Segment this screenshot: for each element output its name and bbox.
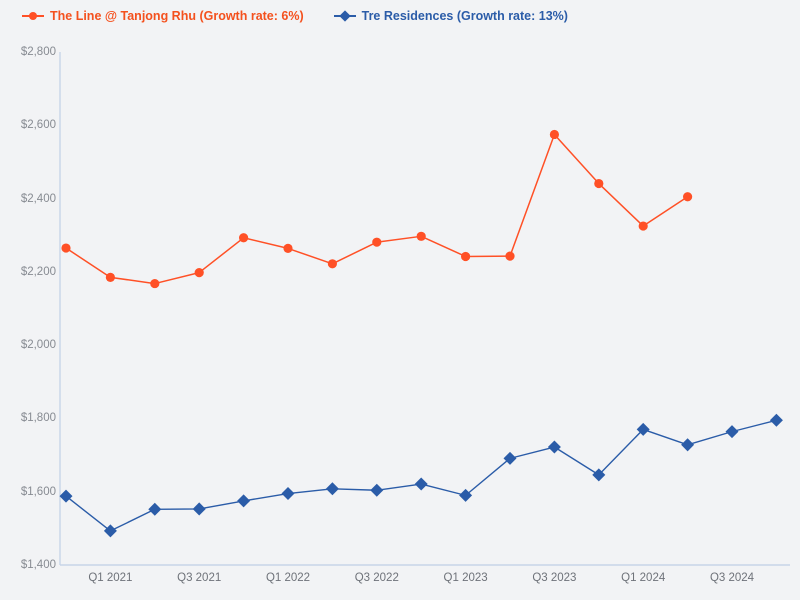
data-point-marker[interactable] bbox=[414, 477, 428, 491]
x-tick-label: Q3 2023 bbox=[532, 572, 577, 584]
data-point-marker[interactable] bbox=[503, 451, 517, 465]
data-point-marker[interactable] bbox=[505, 251, 515, 261]
data-series-group bbox=[59, 129, 783, 538]
data-point-marker[interactable] bbox=[461, 251, 471, 262]
x-tick-label: Q3 2021 bbox=[177, 572, 222, 584]
data-point-marker[interactable] bbox=[370, 483, 384, 497]
data-point-marker[interactable] bbox=[725, 425, 739, 439]
diamond-marker-icon bbox=[333, 10, 356, 22]
data-point-marker[interactable] bbox=[327, 259, 337, 269]
x-tick-label: Q1 2023 bbox=[443, 572, 488, 584]
data-point-marker[interactable] bbox=[636, 422, 650, 436]
y-tick-label: $1,800 bbox=[20, 412, 56, 425]
y-tick-label: $1,400 bbox=[20, 559, 56, 571]
circle-marker-icon bbox=[22, 10, 44, 22]
data-point-marker[interactable] bbox=[103, 524, 117, 538]
legend-item-label: Tre Residences (Growth rate: 13%) bbox=[361, 8, 568, 23]
y-tick-label: $2,400 bbox=[20, 192, 56, 205]
axes bbox=[59, 52, 790, 566]
data-point-marker[interactable] bbox=[150, 278, 160, 289]
data-point-marker[interactable] bbox=[239, 233, 249, 243]
data-point-marker[interactable] bbox=[59, 489, 73, 503]
data-point-marker[interactable] bbox=[372, 237, 382, 247]
x-tick-label: Q1 2021 bbox=[88, 572, 133, 584]
data-point-marker[interactable] bbox=[148, 502, 162, 516]
data-point-marker[interactable] bbox=[683, 192, 693, 202]
x-tick-label: Q1 2024 bbox=[621, 572, 666, 584]
data-point-marker[interactable] bbox=[192, 502, 206, 516]
y-tick-label: $2,600 bbox=[20, 119, 56, 132]
y-tick-label: $1,600 bbox=[20, 485, 56, 498]
data-point-marker[interactable] bbox=[594, 178, 604, 189]
data-point-marker[interactable] bbox=[416, 231, 426, 241]
series-line-2 bbox=[65, 419, 777, 532]
data-point-marker[interactable] bbox=[105, 272, 115, 282]
data-point-marker[interactable] bbox=[237, 494, 251, 508]
data-point-marker[interactable] bbox=[681, 438, 695, 452]
x-tick-label: Q3 2022 bbox=[354, 572, 399, 584]
series-line-1 bbox=[65, 133, 689, 285]
y-tick-label: $2,000 bbox=[20, 339, 56, 352]
legend-item-the-line-at-tanjong-rhu[interactable]: The Line @ Tanjong Rhu (Growth rate: 6%) bbox=[22, 10, 304, 23]
x-tick-label: Q1 2022 bbox=[265, 572, 311, 584]
chart-legend: The Line @ Tanjong Rhu (Growth rate: 6%)… bbox=[0, 0, 800, 32]
data-point-marker[interactable] bbox=[547, 440, 561, 454]
data-point-marker[interactable] bbox=[61, 243, 71, 253]
data-point-marker[interactable] bbox=[194, 267, 204, 278]
data-point-marker[interactable] bbox=[549, 129, 560, 140]
legend-item-tre-residences[interactable]: Tre Residences (Growth rate: 13%) bbox=[333, 8, 568, 23]
data-point-marker[interactable] bbox=[638, 221, 648, 231]
y-tick-label: $2,200 bbox=[20, 265, 56, 278]
legend-item-label: The Line @ Tanjong Rhu (Growth rate: 6%) bbox=[50, 8, 304, 23]
y-axis-labels: $1,400 $1,600 $1,800 $2,000 $2,200 $2,400 $2,6… bbox=[0, 0, 56, 600]
data-point-marker[interactable] bbox=[283, 243, 293, 254]
data-point-marker[interactable] bbox=[769, 413, 783, 427]
data-point-marker[interactable] bbox=[281, 487, 295, 501]
data-point-marker[interactable] bbox=[459, 488, 473, 502]
x-tick-label: Q3 2024 bbox=[709, 572, 755, 584]
data-point-marker[interactable] bbox=[325, 482, 339, 496]
data-point-marker[interactable] bbox=[592, 468, 606, 482]
y-tick-label: $2,800 bbox=[20, 46, 56, 58]
